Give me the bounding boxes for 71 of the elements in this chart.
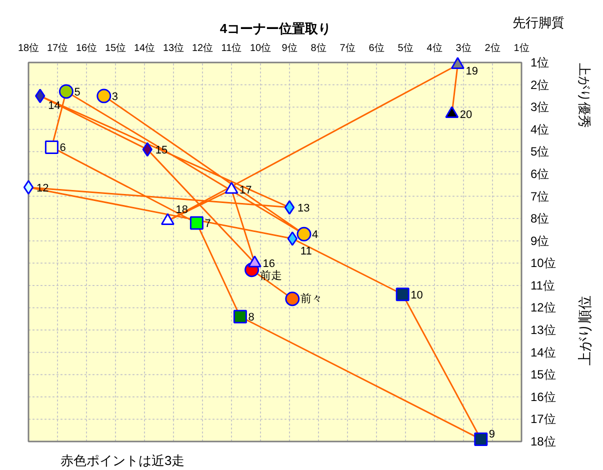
point — [44, 140, 58, 154]
point — [35, 88, 46, 104]
point — [285, 292, 300, 306]
series-label: 10 — [410, 289, 423, 302]
x-tick-label: 6位 — [368, 42, 384, 54]
x-tick-label: 3位 — [456, 42, 472, 54]
point — [58, 84, 74, 99]
point — [233, 310, 247, 324]
series-label: 19 — [466, 66, 478, 78]
x-tick-label: 16位 — [76, 42, 98, 54]
series-label: 13 — [298, 202, 310, 214]
y-tick-label: 14位 — [530, 345, 556, 360]
text: 先行脚質 — [512, 15, 564, 30]
text: 赤色ポイントは近3走 — [60, 453, 185, 468]
point — [396, 288, 410, 302]
point — [96, 88, 112, 104]
y-tick-label: 7位 — [530, 189, 550, 204]
x-tick-label: 7位 — [340, 42, 356, 54]
y-axis-title: 上がり順位 — [576, 296, 592, 366]
point — [284, 200, 295, 215]
point — [142, 142, 152, 157]
y-tick-label: 11位 — [530, 278, 555, 292]
x-tick-label: 17位 — [46, 42, 68, 54]
y-tick-label: 15位 — [530, 368, 556, 382]
x-tick-label: 10位 — [250, 42, 272, 54]
x-tick-label: 5位 — [398, 42, 414, 54]
series-label: 前走 — [260, 268, 282, 282]
x-tick-label: 13位 — [162, 42, 184, 54]
x-tick-label: 8位 — [310, 42, 326, 54]
series-label: 9 — [488, 428, 496, 440]
point — [23, 180, 34, 195]
y-tick-label: 3位 — [530, 100, 550, 114]
y-tick-label: 5位 — [530, 144, 550, 159]
y-tick-label: 10位 — [530, 256, 556, 270]
chart-title: 4コーナー位置取り — [220, 21, 332, 36]
series-label: 5 — [74, 86, 80, 98]
x-tick-label: 4位 — [426, 42, 442, 54]
x-tick-label: 18位 — [18, 42, 40, 54]
x-tick-label: 14位 — [134, 42, 156, 54]
y-tick-label: 4位 — [530, 122, 550, 136]
y-tick-label: 12位 — [530, 300, 556, 315]
x-tick-label: 15位 — [104, 42, 126, 54]
series-label: 14 — [48, 100, 60, 112]
series-label: 6 — [60, 142, 66, 154]
x-tick-label: 2位 — [484, 42, 500, 54]
y-tick-label: 9位 — [530, 234, 550, 248]
x-tick-label: 9位 — [282, 42, 298, 54]
y-tick-label: 1位 — [530, 56, 550, 70]
y-tick-label: 8位 — [530, 212, 550, 226]
series-label: 16 — [262, 258, 275, 270]
x-tick-label: 11位 — [221, 42, 242, 54]
point — [474, 432, 488, 446]
y-tick-label: 13位 — [530, 323, 556, 338]
series-label: 12 — [36, 182, 49, 194]
point — [287, 231, 298, 246]
series-label: 8 — [248, 312, 254, 324]
x-tick-label: 1位 — [514, 42, 530, 54]
y-tick-label: 18位 — [530, 434, 556, 448]
series-label: 4 — [312, 229, 318, 242]
y-tick-label: 6位 — [530, 166, 550, 181]
y-tick-label: 2位 — [530, 78, 550, 92]
text: 上がり優秀 — [577, 63, 592, 128]
series-label: 11 — [300, 246, 312, 258]
point — [296, 226, 312, 242]
series-label: 3 — [112, 90, 118, 103]
point — [190, 216, 204, 230]
series-label: 前々 — [300, 292, 322, 305]
series-label: 20 — [460, 108, 472, 121]
y-tick-label: 17位 — [530, 412, 556, 426]
x-tick-label: 12位 — [192, 42, 214, 54]
y-tick-label: 16位 — [530, 390, 556, 404]
